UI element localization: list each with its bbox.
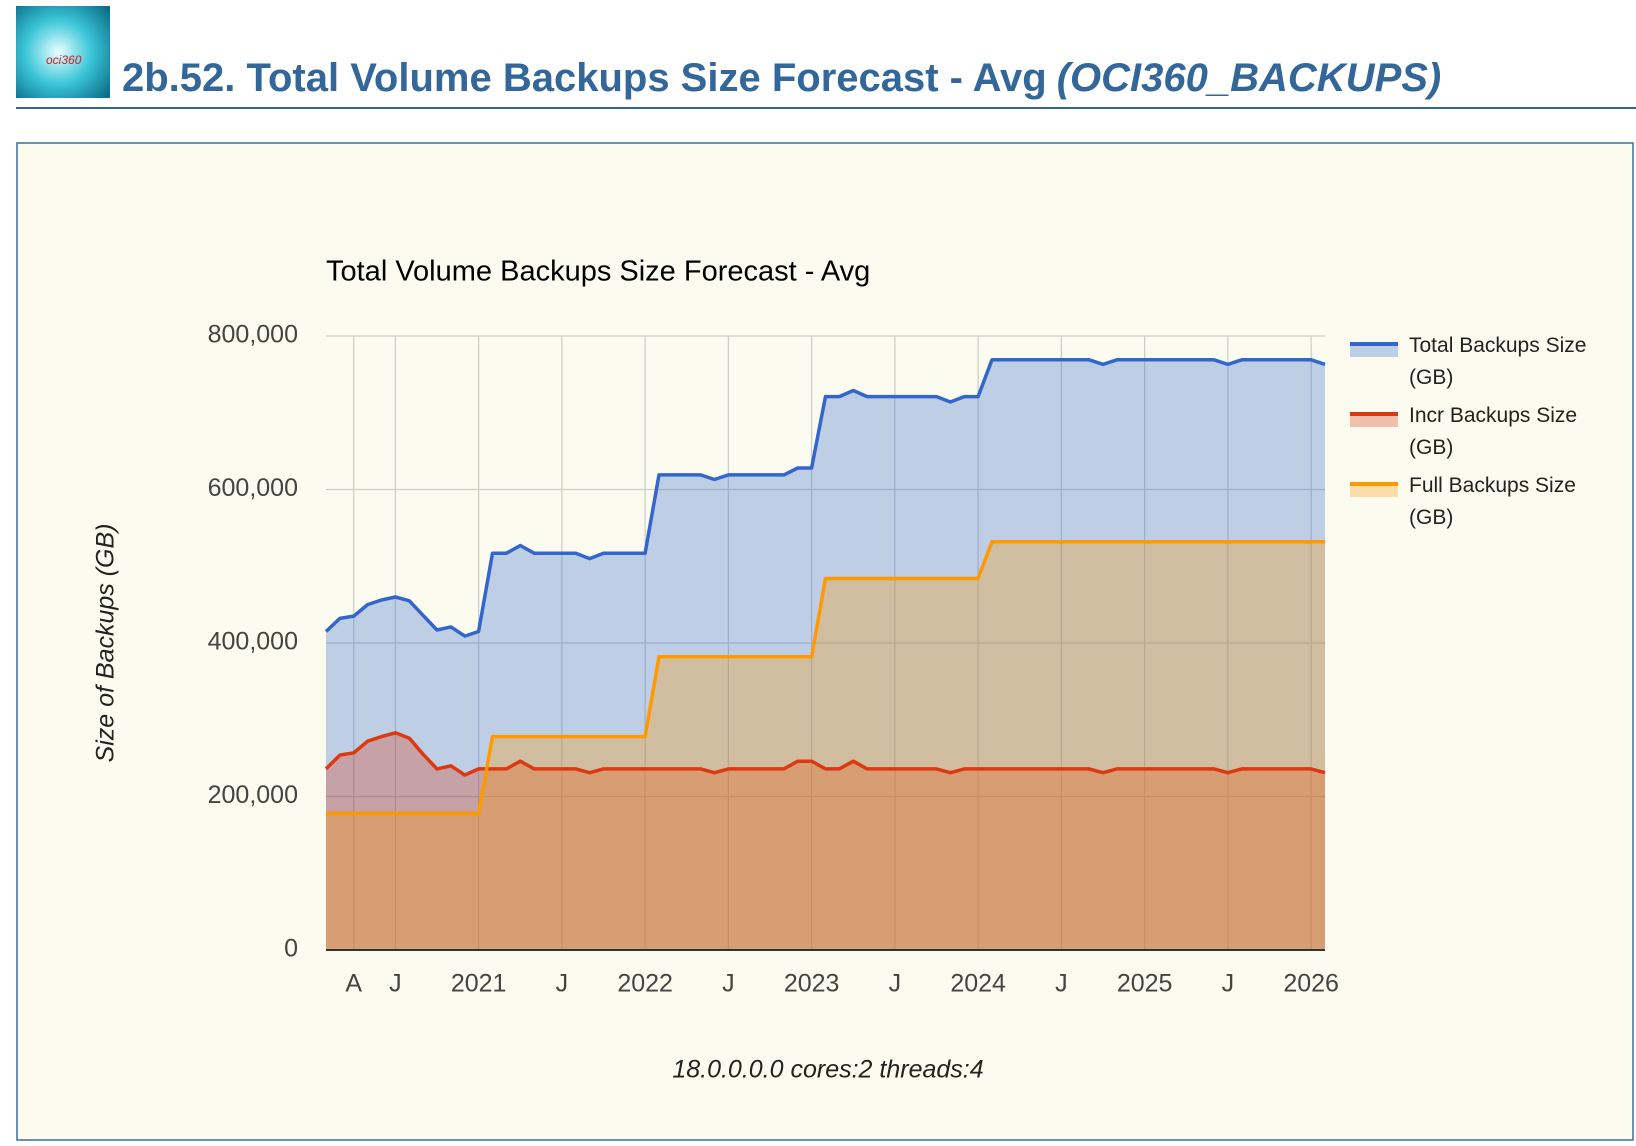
x-tick-label: 2026 <box>1283 970 1339 998</box>
x-tick-label: J <box>1222 970 1235 998</box>
legend-area <box>1350 486 1398 497</box>
y-tick-label: 600,000 <box>208 474 298 502</box>
panel <box>16 142 1634 1141</box>
legend-area <box>1350 416 1398 427</box>
x-tick-label: J <box>1055 970 1068 998</box>
legend-swatch <box>1350 412 1398 427</box>
area <box>326 541 1325 950</box>
y-tick-label: 0 <box>284 935 298 963</box>
x-tick-label: J <box>722 970 735 998</box>
x-tick-label: J <box>389 970 402 998</box>
legend-label: Incr Backups Size (GB) <box>1409 404 1578 459</box>
logo: oci360 <box>16 6 110 98</box>
x-tick-label: A <box>345 970 362 998</box>
logo-text: oci360 <box>46 53 82 67</box>
title-schema: (OCI360_BACKUPS) <box>1056 56 1442 100</box>
y-tick-label: 400,000 <box>208 628 298 656</box>
legend-swatch <box>1350 342 1398 357</box>
x-tick-label: 2021 <box>451 970 507 998</box>
x-tick-label: 2025 <box>1117 970 1173 998</box>
legend-area <box>1350 346 1398 357</box>
legend-swatch <box>1350 482 1398 497</box>
title-rule <box>16 107 1636 109</box>
footnote: 18.0.0.0.0 cores:2 threads:4 <box>672 1056 983 1084</box>
y-tick-label: 800,000 <box>208 321 298 349</box>
x-tick-label: J <box>889 970 902 998</box>
x-tick-label: J <box>556 970 569 998</box>
y-tick-label: 200,000 <box>208 781 298 809</box>
line <box>326 539 1325 816</box>
legend-line <box>1350 342 1398 346</box>
title-text: 2b.52. Total Volume Backups Size Forecas… <box>122 56 1047 100</box>
area <box>326 359 1325 950</box>
chart-title: Total Volume Backups Size Forecast - Avg <box>326 256 870 288</box>
line <box>324 731 1326 777</box>
legend-line <box>1350 412 1398 416</box>
y-axis-label: Size of Backups (GB) <box>92 524 120 763</box>
legend-line <box>1350 482 1398 486</box>
area <box>326 732 1325 950</box>
page-title: 2b.52. Total Volume Backups Size Forecas… <box>122 56 1441 101</box>
line <box>324 358 1326 638</box>
x-tick-label: 2022 <box>617 970 673 998</box>
legend-label: Full Backups Size (GB) <box>1409 474 1576 529</box>
legend-label: Total Backups Size (GB) <box>1409 334 1587 389</box>
x-tick-label: 2023 <box>784 970 840 998</box>
x-tick-label: 2024 <box>950 970 1006 998</box>
